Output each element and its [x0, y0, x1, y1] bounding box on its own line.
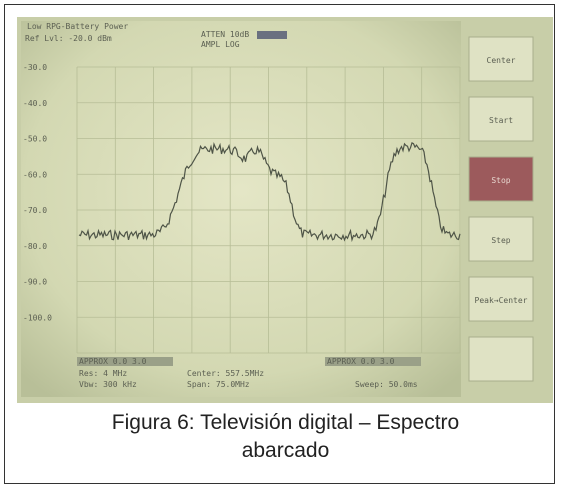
screen: [21, 21, 461, 397]
softkey: [469, 337, 533, 381]
y-label: -90.0: [23, 278, 47, 287]
ref-level: Ref Lvl: -20.0 dBm: [25, 34, 112, 43]
y-label: -40.0: [23, 99, 47, 108]
softkey-label: Start: [489, 116, 513, 125]
y-label: -70.0: [23, 206, 47, 215]
softkey-label: Peak→Center: [475, 296, 528, 305]
marker-left: APPROX 0.0 3.0: [79, 357, 147, 366]
caption-line: Figura 6: Televisión digital – Espectro: [5, 409, 561, 437]
caption: Figura 6: Televisión digital – Espectro …: [5, 409, 561, 465]
softkey-label: Step: [491, 236, 510, 245]
warning: Low RPG-Battery Power: [27, 22, 128, 31]
y-label: -30.0: [23, 63, 47, 72]
atten: ATTEN 10dB: [201, 30, 249, 39]
ampl: AMPL LOG: [201, 40, 240, 49]
y-label: -60.0: [23, 170, 47, 179]
atten-bar: [257, 31, 287, 39]
caption-line: abarcado: [5, 437, 561, 465]
vbw: Vbw: 300 kHz: [79, 380, 137, 389]
softkey-label: Stop: [491, 176, 510, 185]
center: Center: 557.5MHz: [187, 369, 264, 378]
marker-right: APPROX 0.0 3.0: [327, 357, 395, 366]
y-label: -100.0: [23, 313, 52, 322]
y-label: -80.0: [23, 242, 47, 251]
y-label: -50.0: [23, 135, 47, 144]
sweep: Sweep: 50.0ms: [355, 380, 418, 389]
spectrum-photo: Low RPG-Battery Power Ref Lvl: -20.0 dBm…: [17, 17, 553, 403]
figure-frame: Low RPG-Battery Power Ref Lvl: -20.0 dBm…: [4, 4, 555, 484]
span: Span: 75.0MHz: [187, 380, 250, 389]
softkey-label: Center: [487, 56, 516, 65]
res: Res: 4 MHz: [79, 369, 127, 378]
